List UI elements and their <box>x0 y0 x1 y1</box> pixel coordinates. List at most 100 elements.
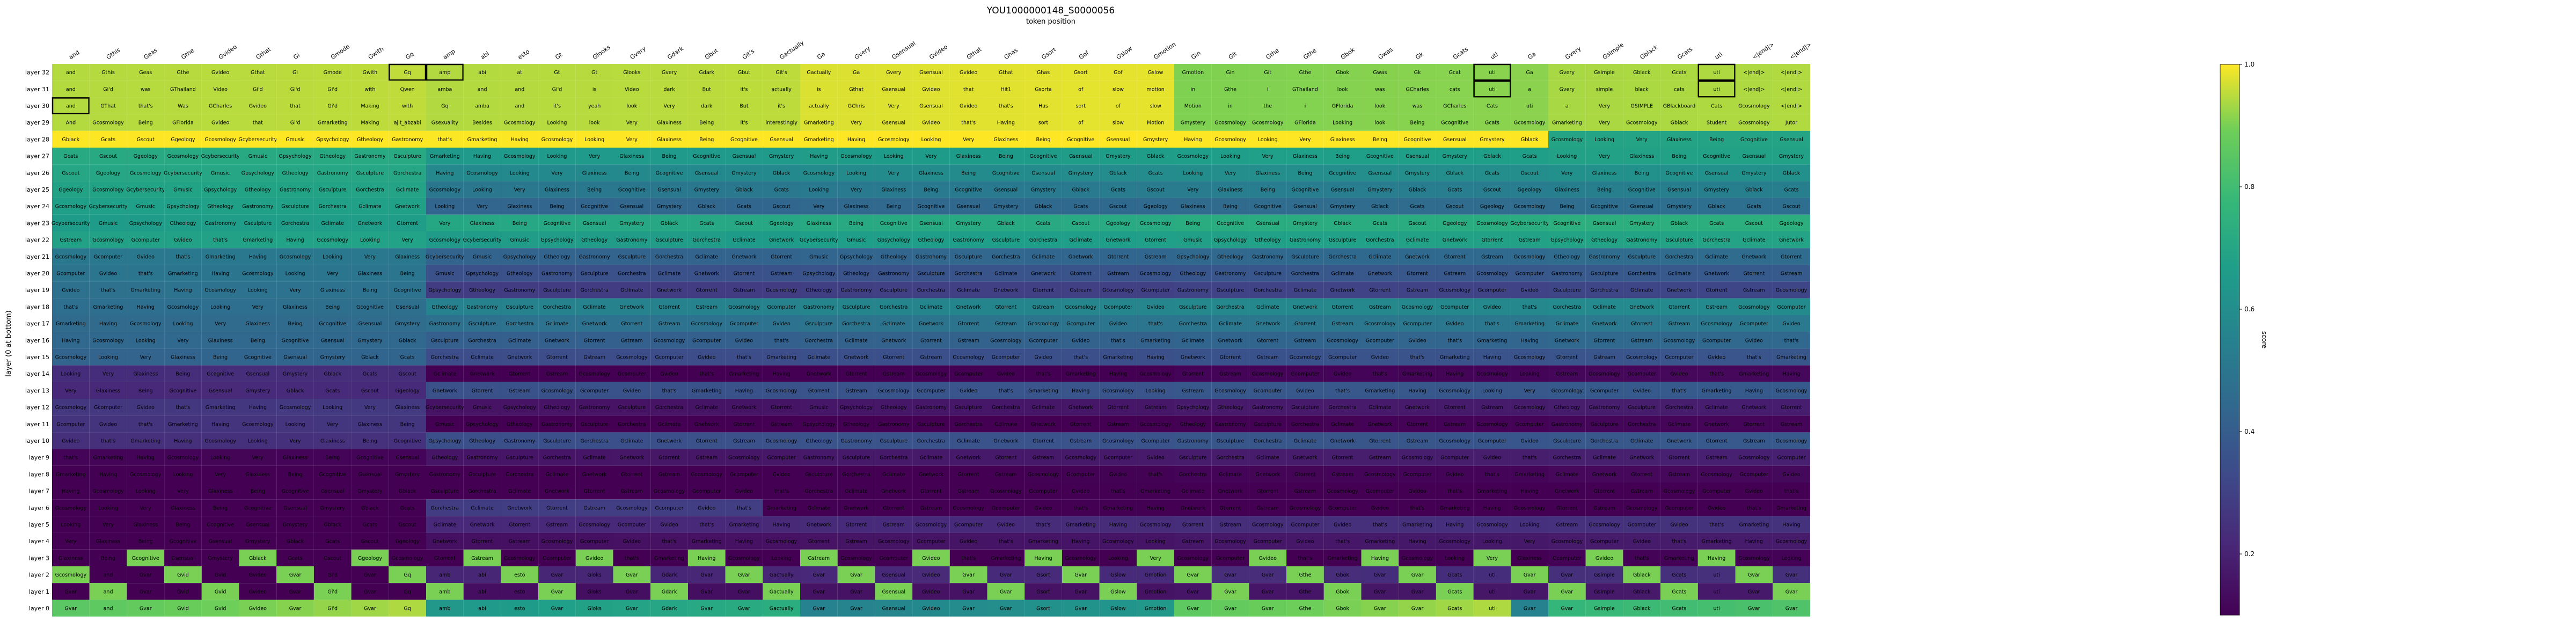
cell-label: Gcognitive <box>282 338 309 344</box>
cell-label: Looking <box>173 472 193 478</box>
cell-label: Gsensual <box>919 221 943 227</box>
cell-label: Gstream <box>509 539 531 545</box>
cell-label: Gastronomy <box>541 271 573 277</box>
heatmap-cell <box>52 114 90 131</box>
heatmap-cell <box>763 164 800 181</box>
cell-label: Gvid <box>215 606 226 612</box>
heatmap-cell <box>912 148 950 165</box>
heatmap-cell <box>763 148 800 165</box>
cell-label: Gmarketing <box>804 120 834 126</box>
cell-label: Gcosmology <box>1140 271 1172 277</box>
x-tick-label: Gbok <box>1340 46 1356 61</box>
cell-label: that's <box>1747 355 1761 361</box>
cell-label: abi <box>478 70 486 76</box>
cell-label: Gclimate <box>1368 254 1392 260</box>
heatmap-cell <box>89 114 127 131</box>
cell-label: Gsculpture <box>319 187 347 193</box>
cell-label: Having <box>211 421 229 427</box>
cell-label: a <box>1528 86 1531 92</box>
cell-label: Gcomputer <box>1104 304 1132 310</box>
cell-label: Gclimate <box>1668 271 1691 277</box>
cell-label: Gstream <box>1444 421 1466 427</box>
cell-label: uti <box>1713 86 1719 92</box>
cell-label: Gsensual <box>321 488 345 494</box>
cell-label: black <box>1635 86 1649 92</box>
cell-label: Gsensual <box>1630 204 1653 210</box>
cell-label: Gstream <box>1481 254 1503 260</box>
cell-label: Gmusic <box>211 170 230 176</box>
heatmap-cell <box>837 181 875 198</box>
heatmap-cell <box>1473 130 1511 148</box>
cell-label: Gactually <box>770 606 794 612</box>
x-tick-label: Gvery <box>1564 45 1583 61</box>
cell-label: Looking <box>136 488 156 494</box>
heatmap-cell <box>426 114 464 131</box>
cell-label: Gclimate <box>1705 405 1728 411</box>
cell-label: Gcognitive <box>132 556 159 561</box>
heatmap-cell <box>201 164 239 181</box>
cell-label: Gtorrent <box>846 371 867 377</box>
cell-label: Gtheology <box>1180 271 1206 277</box>
cell-label: Gsculpture <box>543 288 571 294</box>
heatmap-cell <box>1660 198 1698 215</box>
cell-label: Gsensual <box>358 321 382 327</box>
cell-label: Gorchestra <box>468 488 496 494</box>
heatmap-cell <box>687 64 726 81</box>
cell-label: Gnetwork <box>1405 254 1430 260</box>
x-tick-label: Gbut <box>704 47 720 61</box>
cell-label: Gcomputer <box>1590 539 1619 545</box>
cell-label: Gvar <box>289 606 302 612</box>
heatmap-cell <box>127 81 165 98</box>
cell-label: Gvar <box>626 589 638 595</box>
cell-label: Gvideo <box>922 120 940 126</box>
heatmap-cell <box>1249 130 1287 148</box>
cell-label: Gtorrent <box>1631 321 1652 327</box>
cell-label: Gvideo <box>1633 539 1651 545</box>
cell-label: Gcomputer <box>56 421 85 427</box>
cell-label: Gvar <box>1411 589 1424 595</box>
cell-label: with <box>364 86 375 92</box>
cell-label: Gastronomy <box>354 154 385 159</box>
cell-label: Gstream <box>1407 288 1429 294</box>
cell-label: Gscout <box>1521 170 1539 176</box>
cell-label: Gorchestra <box>880 455 908 461</box>
cell-label: Ggeology <box>1443 221 1467 227</box>
cell-label: amba <box>437 86 452 92</box>
cell-label: Gtorrent <box>1182 522 1204 528</box>
cell-label: Gstream <box>1407 439 1429 444</box>
cell-label: Gclimate <box>1630 439 1653 444</box>
cell-label: Looking <box>360 237 380 243</box>
y-tick-label: layer 23 <box>25 220 49 227</box>
cell-label: Gvar <box>738 572 750 578</box>
cell-label: of <box>1078 120 1084 126</box>
cell-label: Gorchestra <box>992 254 1020 260</box>
cell-label: Gcosmology <box>1028 472 1059 478</box>
cell-label: Gtorrent <box>808 388 830 394</box>
cell-label: Gstream <box>733 288 755 294</box>
cell-label: Gnetwork <box>769 237 794 243</box>
cell-label: Gsculpture <box>1254 271 1282 277</box>
cell-label: that's <box>1335 388 1350 394</box>
cell-label: Gtorrent <box>1033 288 1054 294</box>
cell-label: Glaxiness <box>395 254 420 260</box>
cell-label: Ggeology <box>396 539 420 545</box>
cell-label: Gcats <box>1447 187 1462 193</box>
x-tick-label: Gmotion <box>1152 41 1177 61</box>
cell-label: Gtorrent <box>1107 405 1129 411</box>
cell-label: Gvideo <box>922 589 940 595</box>
cell-label: Being <box>251 338 265 344</box>
heatmap-cell <box>426 198 464 215</box>
cell-label: dark <box>701 104 713 110</box>
cell-label: Having <box>1408 539 1426 545</box>
cell-label: Gvideo <box>772 321 790 327</box>
cell-label: Being <box>138 539 153 545</box>
cell-label: Gcomputer <box>1141 439 1170 444</box>
heatmap-cell <box>52 198 90 215</box>
heatmap-cell <box>1399 81 1436 98</box>
heatmap-cell <box>1735 181 1773 198</box>
cell-label: Having <box>1521 338 1539 344</box>
cell-label: Gvideo <box>1334 522 1351 528</box>
cell-label: Gloks <box>588 606 602 612</box>
cell-label: Gtorrent <box>696 288 718 294</box>
cell-label: Glaxiness <box>395 405 420 411</box>
